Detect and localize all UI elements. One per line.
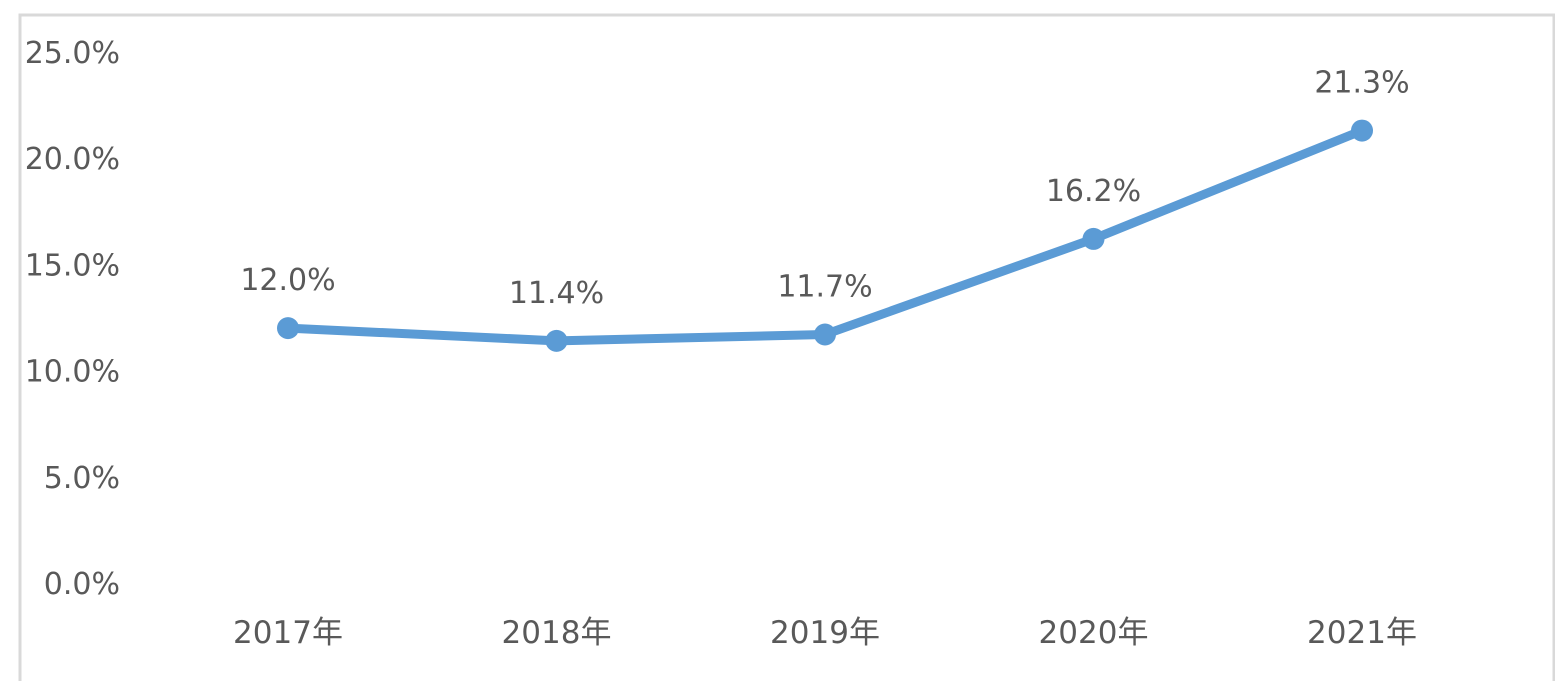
- x-tick-label: 2019年: [770, 615, 880, 651]
- data-label: 11.4%: [509, 276, 604, 311]
- x-tick-label: 2021年: [1307, 615, 1417, 651]
- x-axis: 2017年 2018年 2019年 2020年 2021年: [233, 615, 1417, 651]
- y-tick-label: 10.0%: [25, 355, 120, 390]
- data-point: [1082, 227, 1105, 250]
- y-tick-label: 0.0%: [44, 567, 120, 602]
- data-point: [545, 329, 568, 352]
- data-label-layer: 12.0% 11.4% 11.7% 16.2% 21.3%: [240, 66, 1409, 311]
- data-point: [277, 317, 299, 340]
- y-tick-label: 20.0%: [25, 142, 120, 177]
- y-tick-label: 5.0%: [44, 461, 120, 496]
- data-label: 21.3%: [1314, 66, 1409, 101]
- y-tick-label: 15.0%: [25, 248, 120, 283]
- series-layer: [277, 119, 1373, 352]
- x-tick-label: 2018年: [502, 615, 612, 651]
- data-point: [814, 323, 836, 346]
- y-tick-label: 25.0%: [25, 36, 120, 71]
- data-point: [1351, 119, 1373, 142]
- chart-border: [18, 13, 1555, 681]
- data-label: 12.0%: [240, 263, 335, 298]
- data-label: 16.2%: [1046, 174, 1141, 209]
- x-tick-label: 2017年: [233, 615, 343, 651]
- y-axis: 0.0% 5.0% 10.0% 15.0% 20.0% 25.0%: [25, 36, 120, 602]
- x-tick-label: 2020年: [1039, 615, 1149, 651]
- data-label: 11.7%: [777, 269, 872, 304]
